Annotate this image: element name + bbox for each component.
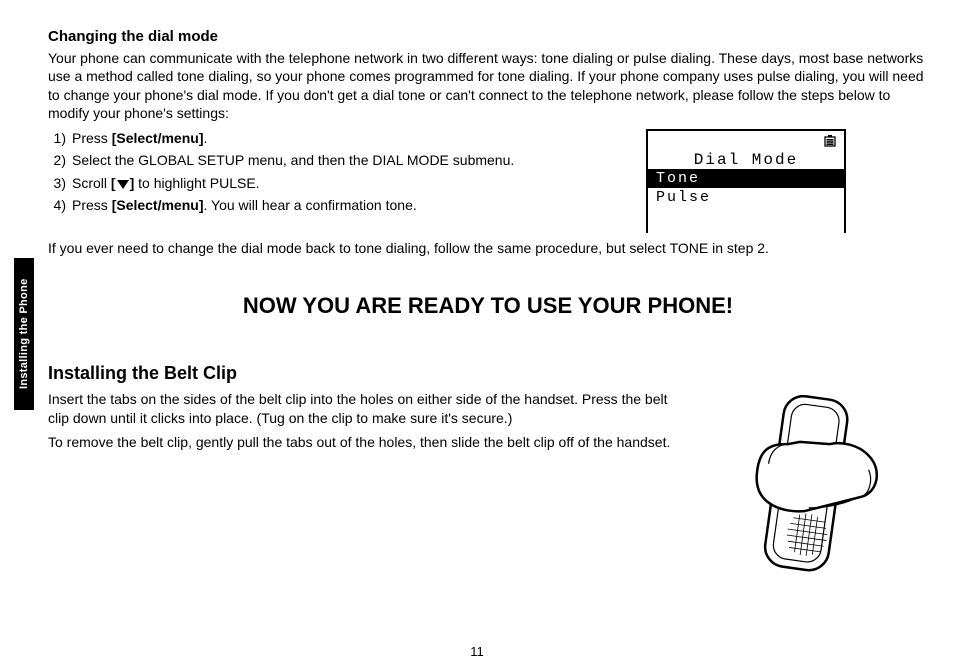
down-arrow-icon [116, 179, 130, 190]
step-1: 1) Press [Select/menu]. [68, 129, 628, 147]
step-text-post: . You will hear a confirmation tone. [204, 197, 417, 213]
step-text-pre: Scroll [72, 175, 111, 191]
arrow-key-label: [] [111, 175, 134, 191]
step-text-bold: [Select/menu] [112, 130, 204, 146]
step-2: 2) Select the GLOBAL SETUP menu, and the… [68, 151, 628, 169]
belt-clip-heading: Installing the Belt Clip [48, 363, 928, 384]
page-number: 11 [0, 644, 954, 659]
lcd-title: Dial Mode [648, 151, 844, 169]
step-4: 4) Press [Select/menu]. You will hear a … [68, 196, 628, 214]
belt-clip-p2: To remove the belt clip, gently pull the… [48, 433, 688, 451]
steps-and-figure: 1) Press [Select/menu]. 2) Select the GL… [48, 129, 928, 233]
lcd-row: Pulse [648, 188, 844, 207]
ready-banner: NOW YOU ARE READY TO USE YOUR PHONE! [48, 293, 928, 319]
step-number: 1) [48, 129, 66, 147]
dial-mode-heading: Changing the dial mode [48, 28, 928, 45]
step-number: 4) [48, 196, 66, 214]
step-number: 2) [48, 151, 66, 169]
page: Installing the Phone Changing the dial m… [0, 0, 954, 671]
belt-clip-illustration [712, 390, 912, 580]
lcd-row-selected: Tone [648, 169, 844, 188]
belt-clip-p1: Insert the tabs on the sides of the belt… [48, 390, 688, 427]
steps-list: 1) Press [Select/menu]. 2) Select the GL… [48, 129, 628, 219]
page-content: Changing the dial mode Your phone can co… [48, 28, 928, 580]
step-number: 3) [48, 174, 66, 192]
step-text-bold: [Select/menu] [112, 197, 204, 213]
step-text-post: to highlight PULSE. [134, 175, 259, 191]
dial-mode-after: If you ever need to change the dial mode… [48, 239, 928, 257]
step-text-pre: Select the GLOBAL SETUP menu, and then t… [72, 152, 514, 168]
belt-clip-row: Insert the tabs on the sides of the belt… [48, 390, 928, 580]
belt-clip-text: Insert the tabs on the sides of the belt… [48, 390, 688, 457]
side-tab-label: Installing the Phone [14, 258, 34, 410]
step-text-post: . [204, 130, 208, 146]
dial-mode-intro: Your phone can communicate with the tele… [48, 49, 928, 123]
lcd-figure: Dial Mode Tone Pulse [646, 129, 846, 233]
step-text-pre: Press [72, 130, 112, 146]
step-3: 3) Scroll [] to highlight PULSE. [68, 174, 628, 192]
battery-icon [824, 135, 838, 147]
step-text-pre: Press [72, 197, 112, 213]
